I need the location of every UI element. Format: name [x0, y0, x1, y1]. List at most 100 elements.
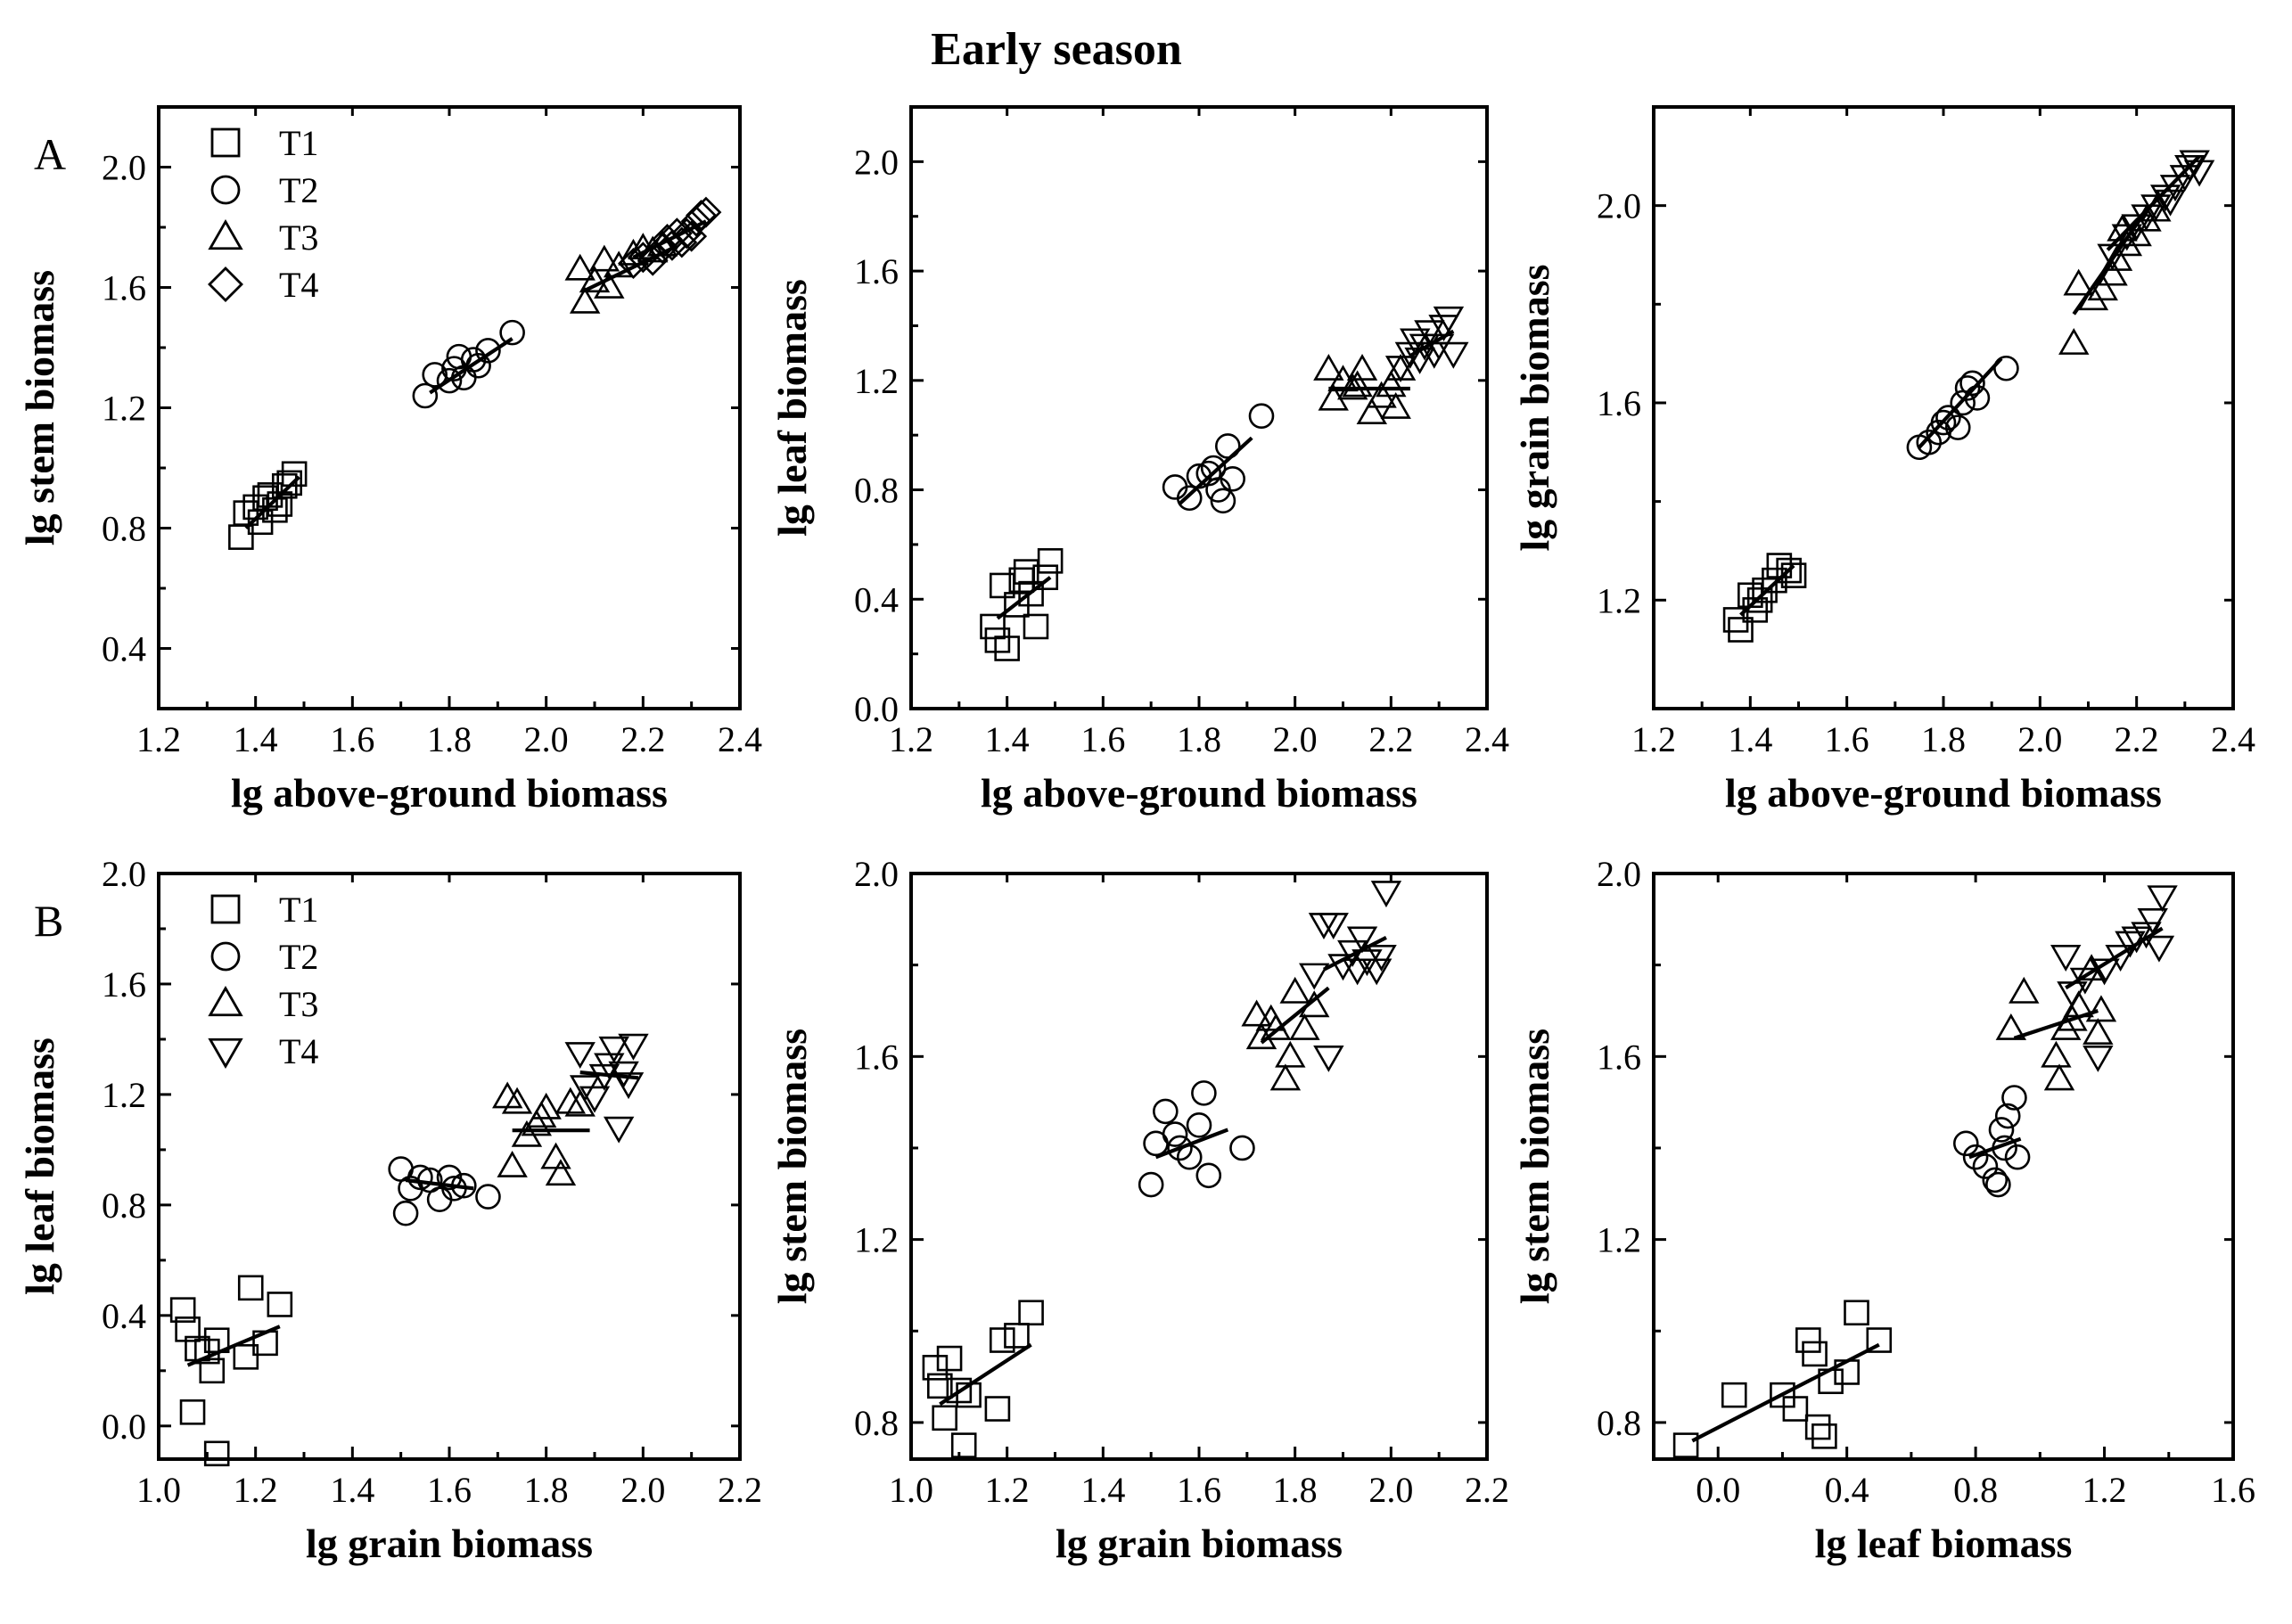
- chart-panel-5: 1.0 1.2 1.4 1.6 1.8 2.0 2.2 0.8 1.2 1.6 2.0 lg grai…: [769, 854, 1509, 1566]
- chart-panel-4: 1.0 1.2 1.4 1.6 1.8 2.0 2.2 0.0 0.4 0.8 1.2 1.6 2.0 l…: [17, 854, 762, 1566]
- x-tick-label: 1.6: [2211, 1470, 2255, 1510]
- data-point: [594, 271, 625, 299]
- x-tick-label: 1.4: [1728, 719, 1772, 759]
- data-point: [1433, 306, 1465, 333]
- legend-label: T1: [279, 123, 318, 163]
- data-point: [2147, 885, 2178, 913]
- x-tick-label: 1.6: [1825, 719, 1869, 759]
- data-point: [598, 1036, 629, 1063]
- series-T4: [2097, 150, 2215, 271]
- x-tick-label: 1.2: [889, 719, 933, 759]
- x-tick-label: 2.0: [1273, 719, 1318, 759]
- legend-marker: [208, 1038, 243, 1070]
- data-point: [1269, 1063, 1302, 1091]
- y-tick-label: 2.0: [854, 854, 899, 894]
- data-point: [501, 1087, 533, 1114]
- data-point: [1018, 1300, 1044, 1326]
- x-tick-label: 1.4: [330, 1470, 374, 1510]
- data-point: [475, 1184, 501, 1210]
- series-T1: [1722, 553, 1807, 643]
- data-point: [1916, 429, 1943, 455]
- x-tick-label: 2.0: [1368, 1470, 1413, 1510]
- plot-frame: [1652, 872, 2235, 1461]
- series-T3: [492, 1081, 596, 1186]
- data-point: [2041, 1040, 2072, 1068]
- data-point: [1318, 913, 1349, 940]
- series-T1: [228, 461, 308, 550]
- x-tick-label: 1.6: [427, 1470, 472, 1510]
- y-tick-label: 1.2: [102, 389, 146, 429]
- data-point: [233, 1344, 259, 1370]
- x-tick-label: 2.2: [620, 719, 665, 759]
- fit-line: [1739, 564, 1795, 617]
- data-point: [690, 196, 722, 228]
- y-tick-label: 1.6: [1597, 383, 1641, 423]
- data-point: [1672, 1432, 1699, 1458]
- data-point: [499, 319, 525, 346]
- chart-panel-6: 0.0 0.4 0.8 1.2 1.6 0.8 1.2 1.6 2.0 lg leaf bioma…: [1512, 854, 2255, 1566]
- y-tick-label: 0.8: [1597, 1403, 1641, 1443]
- x-tick-label: 2.2: [2115, 719, 2159, 759]
- y-tick-label: 1.2: [102, 1075, 146, 1115]
- chart-panel-1: 1.2 1.4 1.6 1.8 2.0 2.2 2.4 0.4 0.8 1.2 1.6 2.0 lg a…: [17, 105, 762, 816]
- fit-line: [2065, 926, 2164, 990]
- x-tick-label: 2.2: [1465, 1470, 1509, 1510]
- fit-line: [1918, 357, 2003, 449]
- x-tick-label: 2.4: [718, 719, 762, 759]
- data-point: [946, 1377, 973, 1404]
- data-point: [555, 1087, 587, 1114]
- data-point: [2004, 1144, 2031, 1170]
- legend-marker: [210, 127, 241, 158]
- y-tick-label: 1.2: [1597, 1220, 1641, 1260]
- data-point: [2050, 945, 2082, 972]
- data-point: [1037, 548, 1064, 574]
- data-point: [1366, 945, 1397, 972]
- fit-line: [632, 219, 707, 259]
- data-point: [950, 1432, 977, 1458]
- data-point: [2058, 328, 2090, 355]
- x-tick-label: 1.2: [2083, 1470, 2127, 1510]
- data-point: [1370, 881, 1402, 908]
- data-point: [1241, 999, 1272, 1027]
- data-point: [984, 1396, 1011, 1422]
- data-point: [1195, 1162, 1222, 1189]
- data-point: [1313, 353, 1344, 381]
- data-point: [276, 470, 303, 496]
- y-tick-label: 0.8: [854, 471, 899, 511]
- x-tick-label: 1.6: [1080, 719, 1125, 759]
- fit-line: [186, 1325, 281, 1367]
- data-point: [1964, 385, 1991, 411]
- data-point: [1384, 356, 1417, 383]
- data-point: [203, 1440, 230, 1467]
- y-axis-label: lg grain biomass: [1512, 264, 1557, 551]
- data-point: [603, 1116, 635, 1144]
- data-point: [2043, 1063, 2075, 1091]
- data-point: [175, 1316, 201, 1342]
- data-point: [579, 1086, 611, 1113]
- x-tick-label: 1.0: [136, 1470, 181, 1510]
- data-point: [281, 461, 308, 488]
- plot-frame: [157, 105, 742, 710]
- series-T2: [1952, 1085, 2031, 1198]
- data-point: [2143, 935, 2175, 963]
- data-point: [1032, 564, 1059, 591]
- y-tick-label: 0.8: [102, 1185, 146, 1226]
- series-T2: [1162, 403, 1275, 514]
- x-axis-label: lg above-ground biomass: [1725, 770, 2162, 816]
- x-tick-label: 1.4: [1080, 1470, 1125, 1510]
- x-tick-label: 1.6: [330, 719, 374, 759]
- data-point: [1346, 926, 1378, 954]
- fit-line: [939, 1342, 1032, 1407]
- data-point: [1342, 370, 1373, 398]
- data-point: [2063, 268, 2094, 296]
- data-point: [612, 1072, 645, 1100]
- x-axis-label: lg grain biomass: [1056, 1521, 1343, 1566]
- fit-line: [405, 1177, 474, 1191]
- data-point: [530, 1092, 562, 1120]
- y-tick-label: 0.4: [854, 579, 899, 619]
- y-tick-label: 0.8: [102, 509, 146, 549]
- data-point: [1229, 1135, 1255, 1161]
- y-tick-label: 0.0: [854, 689, 899, 729]
- fit-line: [1154, 1128, 1229, 1160]
- data-point: [1988, 1117, 2015, 1143]
